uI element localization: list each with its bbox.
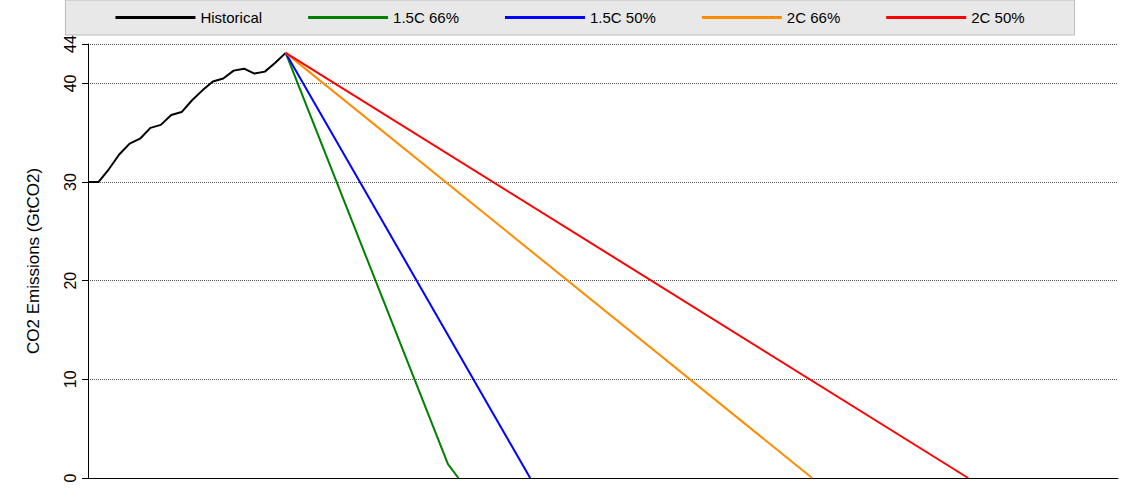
svg-text:40: 40 xyxy=(62,74,79,92)
svg-text:1.5C 66%: 1.5C 66% xyxy=(393,9,459,26)
svg-text:CO2 Emissions (GtCO2): CO2 Emissions (GtCO2) xyxy=(24,168,43,354)
svg-text:1.5C 50%: 1.5C 50% xyxy=(590,9,656,26)
svg-text:Historical: Historical xyxy=(200,9,262,26)
svg-text:2C 66%: 2C 66% xyxy=(787,9,840,26)
svg-text:0: 0 xyxy=(62,473,79,482)
svg-text:2C 50%: 2C 50% xyxy=(971,9,1024,26)
svg-text:44: 44 xyxy=(62,35,79,53)
svg-text:20: 20 xyxy=(62,272,79,290)
svg-text:30: 30 xyxy=(62,173,79,191)
svg-text:10: 10 xyxy=(62,370,79,388)
